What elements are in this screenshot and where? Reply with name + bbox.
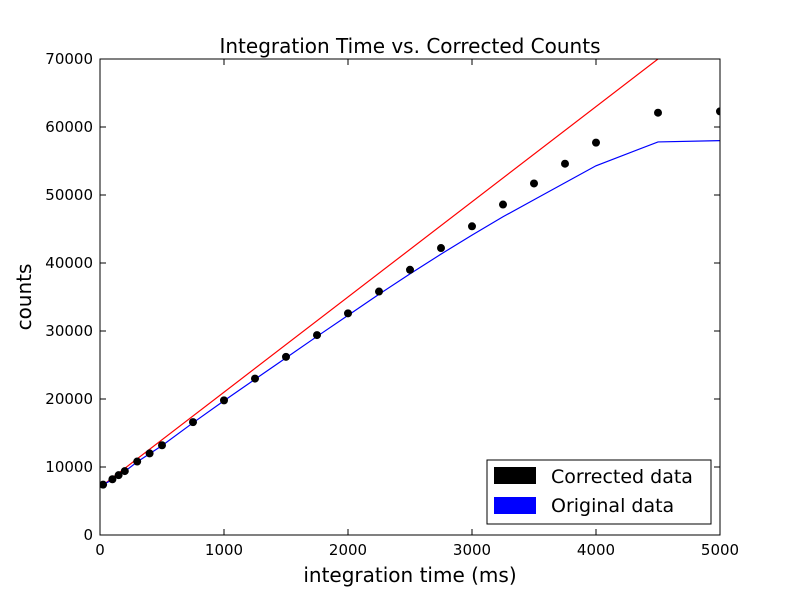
data-point-corrected bbox=[406, 265, 414, 274]
data-point-corrected bbox=[108, 475, 117, 484]
data-point-corrected bbox=[716, 107, 720, 116]
y-tick-label: 0 bbox=[83, 526, 93, 544]
data-point-corrected bbox=[313, 331, 321, 340]
plot-frame bbox=[99, 58, 721, 536]
data-point-corrected bbox=[145, 449, 154, 458]
data-point-corrected bbox=[189, 418, 197, 427]
series-line-fit bbox=[100, 59, 659, 488]
x-tick-label: 1000 bbox=[205, 541, 243, 559]
data-point-corrected bbox=[344, 309, 352, 318]
data-point-corrected bbox=[282, 352, 290, 361]
data-point-corrected bbox=[114, 471, 123, 480]
data-point-corrected bbox=[120, 467, 129, 476]
legend-label-corrected: Corrected data bbox=[551, 466, 693, 488]
x-tick-label: 2000 bbox=[329, 541, 367, 559]
y-tick-label: 20000 bbox=[45, 390, 93, 408]
x-tick-label: 5000 bbox=[701, 541, 739, 559]
data-point-corrected bbox=[437, 244, 445, 253]
data-point-corrected bbox=[468, 222, 476, 231]
data-point-corrected bbox=[561, 159, 569, 168]
data-point-corrected bbox=[530, 179, 538, 188]
legend-label-original: Original data bbox=[551, 495, 674, 517]
chart-title: Integration Time vs. Corrected Counts bbox=[219, 34, 600, 58]
y-tick-label: 10000 bbox=[45, 458, 93, 476]
x-tick-label: 3000 bbox=[453, 541, 491, 559]
data-point-corrected bbox=[592, 138, 600, 147]
y-tick-label: 40000 bbox=[45, 254, 93, 272]
legend-swatch-original bbox=[494, 497, 536, 514]
y-tick-label: 50000 bbox=[45, 186, 93, 204]
x-tick-label: 4000 bbox=[577, 541, 615, 559]
x-axis-label: integration time (ms) bbox=[303, 563, 516, 587]
data-point-corrected bbox=[100, 480, 108, 489]
legend-swatch-corrected bbox=[494, 467, 536, 484]
data-point-corrected bbox=[251, 374, 259, 383]
series-line-original bbox=[102, 140, 720, 486]
y-tick-label: 60000 bbox=[45, 118, 93, 136]
data-point-corrected bbox=[220, 396, 228, 405]
y-axis-label: counts bbox=[12, 264, 36, 331]
data-point-corrected bbox=[375, 287, 383, 296]
data-point-corrected bbox=[499, 200, 507, 209]
y-tick-label: 70000 bbox=[45, 50, 93, 68]
data-point-corrected bbox=[133, 457, 142, 466]
y-tick-label: 30000 bbox=[45, 322, 93, 340]
data-point-corrected bbox=[654, 108, 662, 117]
x-tick-label: 0 bbox=[95, 541, 105, 559]
data-point-corrected bbox=[158, 441, 166, 450]
legend: Corrected data Original data bbox=[486, 459, 712, 525]
